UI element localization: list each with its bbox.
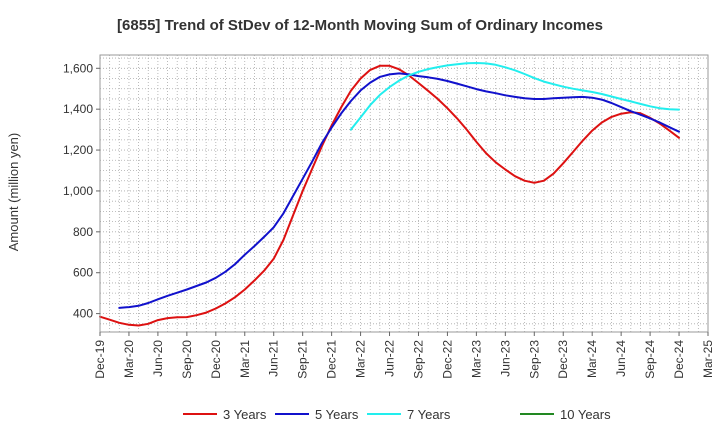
x-tick-label: Jun-21	[267, 340, 281, 377]
x-tick-label: Sep-23	[527, 340, 541, 379]
x-tick-label: Dec-19	[93, 340, 107, 379]
x-tick-label: Mar-20	[122, 340, 136, 378]
y-ticks: 400 600 800 1,000 1,200 1,400 1,600	[63, 61, 100, 321]
x-tick-label: Sep-22	[411, 340, 425, 379]
x-tick-label: Dec-23	[556, 340, 570, 379]
legend-label: 7 Years	[407, 407, 451, 422]
y-tick-label: 600	[73, 266, 93, 280]
y-tick-label: 800	[73, 225, 93, 239]
x-tick-label: Mar-24	[585, 340, 599, 378]
x-tick-label: Mar-21	[238, 340, 252, 378]
x-tick-label: Dec-22	[440, 340, 454, 379]
legend-label: 5 Years	[315, 407, 359, 422]
x-tick-label: Jun-22	[383, 340, 397, 377]
legend-label: 3 Years	[223, 407, 267, 422]
legend-label: 10 Years	[560, 407, 611, 422]
y-axis-label: Amount (million yen)	[6, 133, 21, 252]
y-tick-label: 400	[73, 307, 93, 321]
plot-frame	[99, 54, 709, 333]
x-tick-label: Jun-24	[614, 340, 628, 377]
x-tick-label: Dec-21	[325, 340, 339, 379]
x-tick-label: Mar-22	[354, 340, 368, 378]
series-line-7-years	[349, 62, 680, 131]
y-tick-label: 1,000	[63, 184, 93, 198]
x-tick-label: Mar-25	[701, 340, 715, 378]
grid	[99, 55, 709, 332]
series-layer	[99, 62, 680, 327]
x-tick-label: Sep-21	[296, 340, 310, 379]
x-tick-label: Sep-24	[643, 340, 657, 379]
series-line-5-years	[118, 72, 680, 309]
legend: 3 Years 5 Years 7 Years 10 Years	[183, 407, 611, 422]
x-tick-label: Jun-20	[151, 340, 165, 377]
series-line-3-years	[99, 64, 680, 327]
x-ticks: Dec-19 Mar-20 Jun-20 Sep-20 Dec-20 Mar-21 Jun-…	[93, 332, 715, 379]
x-tick-label: Sep-20	[180, 340, 194, 379]
x-tick-label: Dec-24	[672, 340, 686, 379]
x-tick-label: Dec-20	[209, 340, 223, 379]
y-tick-label: 1,600	[63, 61, 93, 75]
x-tick-label: Jun-23	[498, 340, 512, 377]
chart-title: [6855] Trend of StDev of 12-Month Moving…	[117, 17, 603, 34]
y-tick-label: 1,200	[63, 143, 93, 157]
y-tick-label: 1,400	[63, 102, 93, 116]
x-tick-label: Mar-23	[469, 340, 483, 378]
